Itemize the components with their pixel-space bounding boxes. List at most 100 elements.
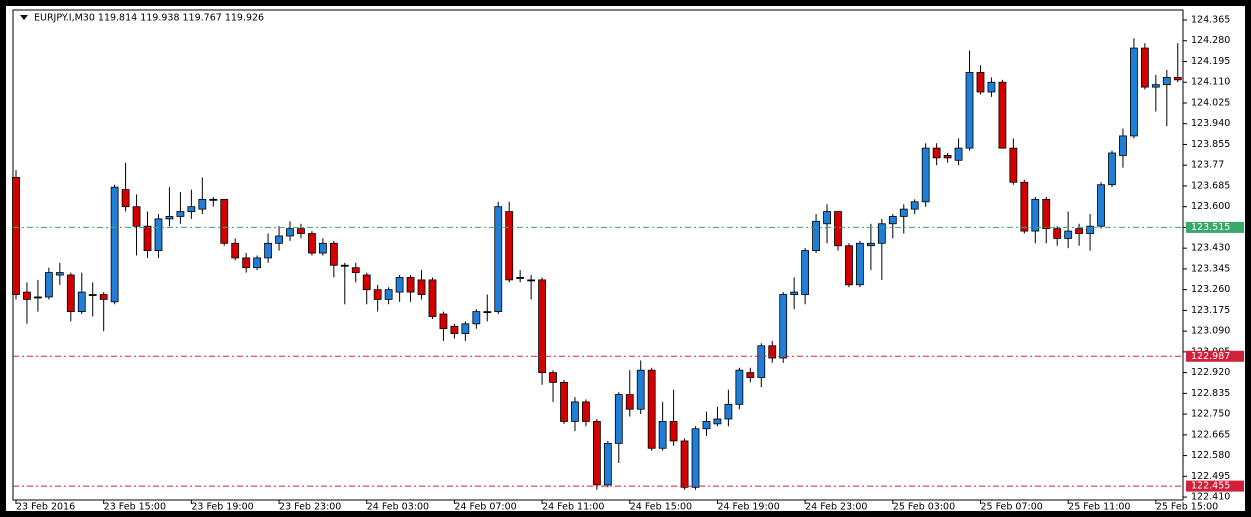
candle-body — [768, 345, 777, 359]
y-tick-label: 123.77 — [1191, 160, 1224, 171]
level-tag — [1186, 221, 1244, 233]
candle-body — [636, 369, 645, 410]
candle-body — [286, 228, 294, 237]
candle-body — [483, 311, 492, 314]
candle-body — [1130, 47, 1138, 137]
candle-body — [1151, 84, 1160, 88]
candle-body — [724, 403, 733, 420]
candle-body — [888, 216, 897, 225]
candle-body — [253, 257, 262, 269]
y-tick-label: 124.195 — [1191, 56, 1230, 67]
candle-body — [1140, 47, 1149, 88]
y-tick-label: 122.495 — [1191, 471, 1230, 482]
candle-body — [198, 198, 207, 210]
candle-body — [899, 208, 908, 217]
candle-body — [538, 279, 546, 374]
candle-body — [812, 220, 820, 252]
candle-body — [439, 313, 448, 330]
x-tick-label: 25 Feb 15:00 — [1156, 502, 1218, 513]
candle-body — [1108, 152, 1116, 186]
candle-body — [88, 294, 97, 296]
candle-body — [395, 277, 404, 293]
candle-body — [1075, 228, 1084, 234]
candle-body — [406, 277, 415, 293]
candle-body — [549, 372, 557, 383]
menu-arrow — [20, 15, 28, 20]
candle-body — [165, 216, 174, 220]
candle-body — [691, 428, 700, 488]
candle-body — [12, 177, 20, 295]
candle-body — [845, 245, 853, 286]
candle-body — [1064, 230, 1073, 239]
level-label: 122.987 — [1191, 351, 1230, 362]
candle-body — [647, 369, 656, 449]
candle-body — [1086, 225, 1094, 234]
candle-body — [99, 294, 108, 300]
candle-body — [625, 394, 634, 410]
candle-body — [779, 294, 788, 359]
level-label: 122.455 — [1191, 481, 1230, 492]
y-tick-label: 123.600 — [1191, 201, 1230, 212]
candle-body — [713, 418, 722, 425]
y-tick-label: 122.580 — [1191, 450, 1230, 461]
y-tick-label: 123.855 — [1191, 139, 1230, 150]
candle-body — [1173, 76, 1182, 81]
candle-body — [23, 291, 31, 300]
x-tick-label: 23 Feb 2016 — [16, 502, 75, 513]
candle-body — [1009, 147, 1018, 183]
candle-body — [856, 242, 864, 286]
candle-body — [790, 291, 799, 295]
chart-title: EURJPY.I,M30 119.814 119.938 119.767 119… — [34, 13, 264, 24]
candle-body — [877, 223, 886, 244]
y-tick-label: 124.110 — [1191, 77, 1230, 88]
x-tick-label: 24 Feb 15:00 — [630, 502, 692, 513]
candle-body — [362, 274, 371, 291]
candle-body — [834, 211, 842, 247]
candle-body — [998, 81, 1007, 149]
candle-body — [329, 242, 338, 266]
y-tick-label: 123.175 — [1191, 305, 1230, 316]
candle-body — [1053, 228, 1062, 239]
candle-body — [187, 206, 196, 212]
candle-body — [143, 225, 152, 252]
candle-body — [976, 72, 985, 93]
candle-body — [757, 345, 766, 378]
candle-body — [1119, 135, 1127, 156]
x-tick-label: 24 Feb 23:00 — [805, 502, 867, 513]
y-tick-label: 123.685 — [1191, 180, 1230, 191]
x-tick-label: 24 Feb 03:00 — [367, 502, 429, 513]
level-tag — [1186, 350, 1244, 362]
candle-body — [34, 296, 42, 299]
candle-body — [614, 394, 623, 444]
level-tag — [1186, 480, 1244, 492]
candle-body — [318, 242, 327, 254]
candle-body — [603, 442, 612, 486]
candle-body — [77, 291, 86, 313]
candle-body — [702, 421, 711, 430]
candle-body — [461, 323, 470, 334]
y-tick-label: 123.260 — [1191, 284, 1230, 295]
candle-body — [965, 72, 974, 149]
x-tick-label: 23 Feb 23:00 — [279, 502, 341, 513]
y-tick-label: 122.665 — [1191, 429, 1230, 440]
x-tick-label: 25 Feb 07:00 — [980, 502, 1042, 513]
y-tick-label: 122.920 — [1191, 367, 1230, 378]
y-tick-label: 123.430 — [1191, 243, 1230, 254]
candle-body — [516, 277, 525, 279]
candle-body — [1031, 198, 1040, 232]
candle-body — [176, 211, 185, 217]
candle-body — [55, 272, 64, 276]
x-tick-label: 24 Feb 07:00 — [454, 502, 516, 513]
candle-body — [351, 267, 360, 273]
candle-body — [505, 211, 514, 281]
y-tick-label: 122.750 — [1191, 409, 1230, 420]
candle-body — [494, 206, 503, 313]
candle-body — [746, 372, 755, 378]
x-tick-label: 25 Feb 11:00 — [1068, 502, 1130, 513]
candle-body — [220, 198, 229, 244]
candle-body — [943, 155, 952, 159]
candle-body — [121, 189, 130, 208]
candle-body — [450, 325, 459, 334]
y-tick-label: 123.090 — [1191, 326, 1230, 337]
